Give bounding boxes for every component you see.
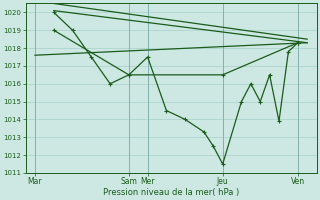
X-axis label: Pression niveau de la mer( hPa ): Pression niveau de la mer( hPa ) [103, 188, 239, 197]
